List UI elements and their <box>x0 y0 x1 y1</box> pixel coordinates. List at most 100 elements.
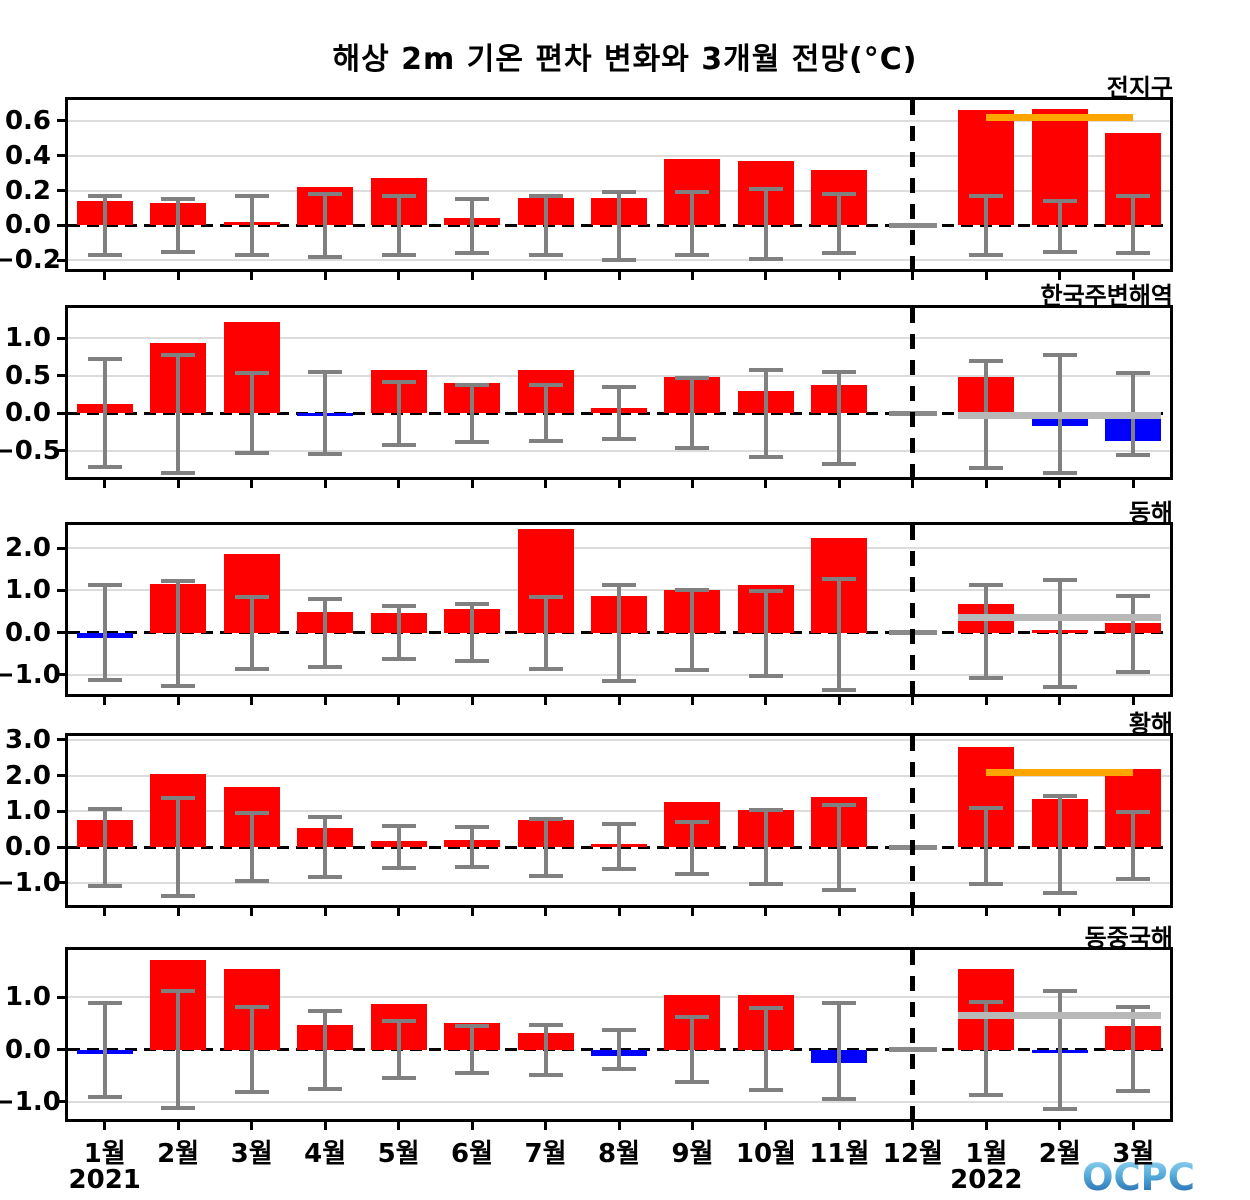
error-bar-cap <box>822 251 857 256</box>
error-bar-cap <box>87 1000 122 1005</box>
error-bar-cap <box>1042 577 1077 582</box>
x-axis-label: 2월 <box>1038 1139 1081 1169</box>
x-tick <box>250 908 254 916</box>
error-bar-cap <box>87 357 122 362</box>
error-bar <box>470 827 475 867</box>
error-bar <box>763 188 768 259</box>
x-tick <box>984 697 988 705</box>
error-bar-cap <box>234 1004 269 1009</box>
error-bar-cap <box>969 999 1004 1004</box>
y-tick-label: 2.0 <box>4 760 51 791</box>
x-tick <box>911 480 915 488</box>
gridline <box>68 337 1170 340</box>
y-tick <box>57 588 65 592</box>
error-bar-cap <box>87 193 122 198</box>
error-bar-cap <box>308 369 343 374</box>
error-bar-cap <box>455 825 490 830</box>
error-bar <box>690 192 695 256</box>
x-tick <box>323 272 327 280</box>
error-bar-cap <box>234 370 269 375</box>
error-bar-cap <box>455 1024 490 1029</box>
x-tick <box>911 272 915 280</box>
x-axis-label: 10월 <box>735 1139 796 1169</box>
error-bar-cap <box>822 192 857 197</box>
y-tick-label: −1.0 <box>0 1086 61 1117</box>
error-bar <box>690 589 695 670</box>
error-bar-cap <box>1116 810 1151 815</box>
y-tick <box>57 995 65 999</box>
error-bar-cap <box>1042 1106 1077 1111</box>
error-bar-cap <box>675 820 710 825</box>
x-axis-label: 3월 <box>230 1139 273 1169</box>
error-bar <box>470 384 475 443</box>
panel-yellow-sea <box>65 733 1173 908</box>
error-bar-cap <box>748 1088 783 1093</box>
error-bar <box>763 591 768 676</box>
forecast-mean-line <box>958 614 1162 622</box>
error-bar-cap <box>161 578 196 583</box>
error-bar-cap <box>234 666 269 671</box>
error-bar <box>323 371 328 455</box>
x-tick <box>176 1122 180 1130</box>
x-tick <box>911 697 915 705</box>
x-tick <box>397 908 401 916</box>
error-bar <box>837 578 842 690</box>
y-tick <box>57 411 65 415</box>
x-tick <box>544 272 548 280</box>
error-bar-cap <box>602 821 636 826</box>
x-tick <box>1058 272 1062 280</box>
error-bar <box>1131 812 1136 880</box>
x-axis-label: 8월 <box>597 1139 640 1169</box>
error-bar-cap <box>87 883 122 888</box>
error-bar-cap <box>969 465 1004 470</box>
forecast-mean-line <box>986 113 1134 121</box>
error-bar-cap <box>748 256 783 261</box>
forecast-divider-line <box>910 525 916 694</box>
error-bar-cap <box>969 805 1004 810</box>
x-axis-label: 1월 <box>965 1139 1008 1169</box>
x-tick <box>617 908 621 916</box>
error-bar-cap <box>1042 794 1077 799</box>
error-bar-cap <box>87 253 122 258</box>
error-bar-cap <box>675 871 710 876</box>
forecast-divider-line <box>910 736 916 905</box>
x-tick <box>764 697 768 705</box>
x-tick <box>103 272 107 280</box>
error-bar-cap <box>748 454 783 459</box>
error-bar-cap <box>748 673 783 678</box>
x-tick <box>911 1122 915 1130</box>
gridline <box>68 996 1170 999</box>
error-bar-cap <box>381 442 416 447</box>
error-bar-cap <box>308 875 343 880</box>
error-bar <box>837 804 842 890</box>
error-bar <box>837 194 842 254</box>
x-tick <box>764 480 768 488</box>
x-tick <box>250 480 254 488</box>
error-bar <box>1131 1006 1136 1092</box>
forecast-mean-line <box>958 1012 1162 1020</box>
x-tick <box>397 480 401 488</box>
error-bar <box>102 1002 107 1097</box>
gridline <box>68 449 1170 452</box>
x-tick <box>323 697 327 705</box>
error-bar-cap <box>822 687 857 692</box>
error-bar-cap <box>1116 877 1151 882</box>
error-bar-cap <box>1116 371 1151 376</box>
x-tick <box>544 480 548 488</box>
panel-label-east-sea: 동해 <box>1128 499 1173 527</box>
x-tick <box>103 697 107 705</box>
error-bar-cap <box>381 824 416 829</box>
error-bar-cap <box>969 253 1004 258</box>
error-bar-cap <box>234 253 269 258</box>
x-tick <box>250 272 254 280</box>
x-axis-label: 6월 <box>451 1139 494 1169</box>
error-bar-cap <box>822 462 857 467</box>
error-bar <box>617 585 621 682</box>
panel-east-sea <box>65 522 1173 697</box>
x-tick <box>103 1122 107 1130</box>
error-bar <box>102 359 107 468</box>
x-axis-label: 5월 <box>377 1139 420 1169</box>
error-bar-cap <box>602 1067 636 1072</box>
error-bar <box>543 596 548 670</box>
y-tick <box>57 258 65 262</box>
